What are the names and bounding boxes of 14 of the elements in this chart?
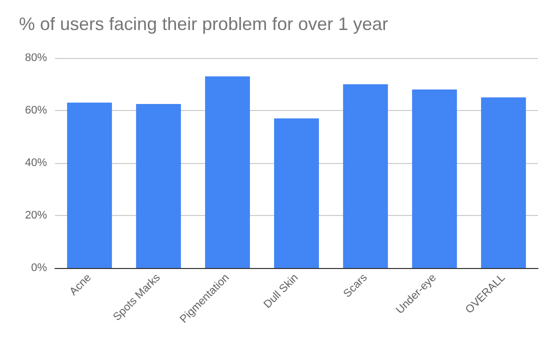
y-tick-label: 20% xyxy=(24,210,48,222)
y-tick-label: 40% xyxy=(24,157,48,169)
bar xyxy=(67,102,112,268)
y-tick-label: 60% xyxy=(24,104,48,116)
bar xyxy=(481,97,526,268)
x-tick-label: Dull Skin xyxy=(262,272,301,311)
bar xyxy=(274,118,319,268)
chart-title: % of users facing their problem for over 1 year xyxy=(19,14,388,34)
y-tick-label: 80% xyxy=(24,52,48,64)
bar xyxy=(412,90,457,268)
bar xyxy=(205,76,250,268)
y-tick-label: 0% xyxy=(31,262,48,274)
bar xyxy=(343,84,388,268)
bar xyxy=(136,104,181,268)
